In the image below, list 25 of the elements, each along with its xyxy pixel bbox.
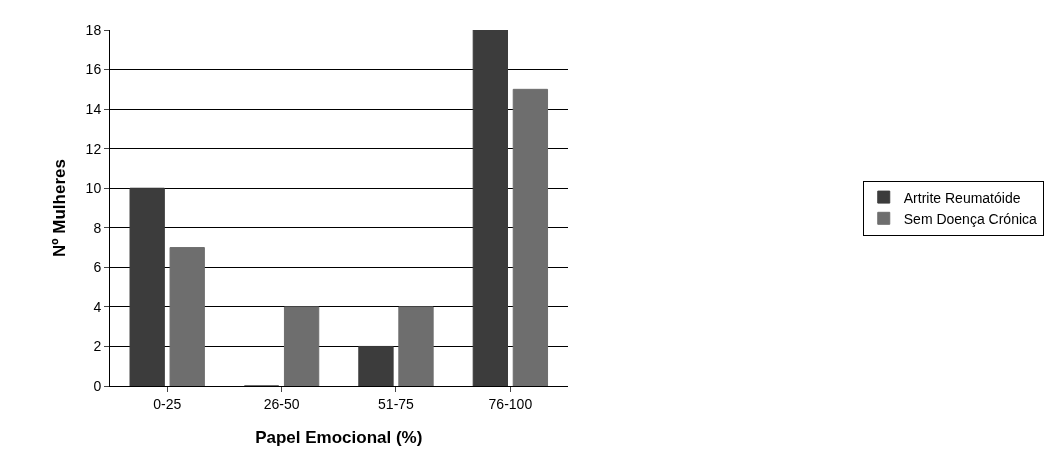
x-tick-label: 26-50 xyxy=(263,395,300,412)
y-tick-label: 10 xyxy=(85,180,102,197)
y-tick-label: 0 xyxy=(93,377,102,394)
bar xyxy=(358,345,394,386)
y-tick-label: 6 xyxy=(93,259,102,276)
bar xyxy=(472,30,509,386)
x-tick-label: 0-25 xyxy=(153,395,182,412)
y-tick-label: 14 xyxy=(85,101,102,118)
x-tick-label: 51-75 xyxy=(378,395,415,412)
y-tick-label: 18 xyxy=(85,21,102,38)
bar xyxy=(129,187,165,386)
bar xyxy=(283,306,320,386)
y-tick-label: 8 xyxy=(93,219,102,236)
x-axis-title: Papel Emocional (%) xyxy=(255,428,423,448)
legend-label: Sem Doença Crónica xyxy=(903,210,1038,227)
legend-label: Artrite Reumatóide xyxy=(903,189,1021,206)
bar xyxy=(398,306,434,386)
y-tick-label: 16 xyxy=(85,61,102,78)
y-tick-label: 2 xyxy=(93,338,102,355)
y-tick-label: 4 xyxy=(93,298,102,315)
bar xyxy=(512,88,549,386)
bar xyxy=(169,247,205,386)
x-tick-label: 76-100 xyxy=(488,395,533,412)
y-tick-label: 12 xyxy=(85,140,102,157)
y-axis-title: Nº Mulheres xyxy=(50,159,70,257)
